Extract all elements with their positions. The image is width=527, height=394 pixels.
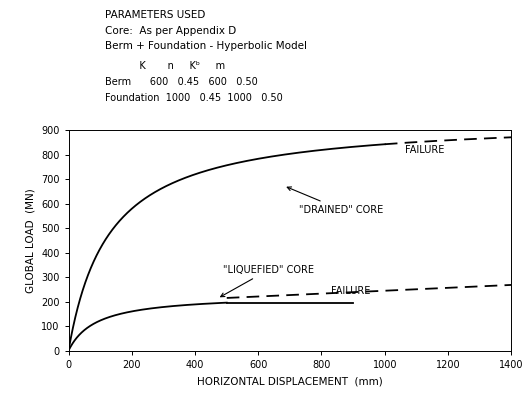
Text: "LIQUEFIED" CORE: "LIQUEFIED" CORE xyxy=(221,265,315,297)
X-axis label: HORIZONTAL DISPLACEMENT  (mm): HORIZONTAL DISPLACEMENT (mm) xyxy=(197,377,383,387)
Text: PARAMETERS USED: PARAMETERS USED xyxy=(105,10,206,20)
Text: FAILURE: FAILURE xyxy=(331,286,370,296)
Text: Berm      600   0.45   600   0.50: Berm 600 0.45 600 0.50 xyxy=(105,77,258,87)
Text: Berm + Foundation - Hyperbolic Model: Berm + Foundation - Hyperbolic Model xyxy=(105,41,307,51)
Text: "DRAINED" CORE: "DRAINED" CORE xyxy=(287,187,384,215)
Text: FAILURE: FAILURE xyxy=(405,145,445,154)
Y-axis label: GLOBAL LOAD  (MN): GLOBAL LOAD (MN) xyxy=(25,188,35,293)
Text: Core:  As per Appendix D: Core: As per Appendix D xyxy=(105,26,237,35)
Text: K       n     Kᵇ     m: K n Kᵇ m xyxy=(105,61,226,71)
Text: Foundation  1000   0.45  1000   0.50: Foundation 1000 0.45 1000 0.50 xyxy=(105,93,283,102)
